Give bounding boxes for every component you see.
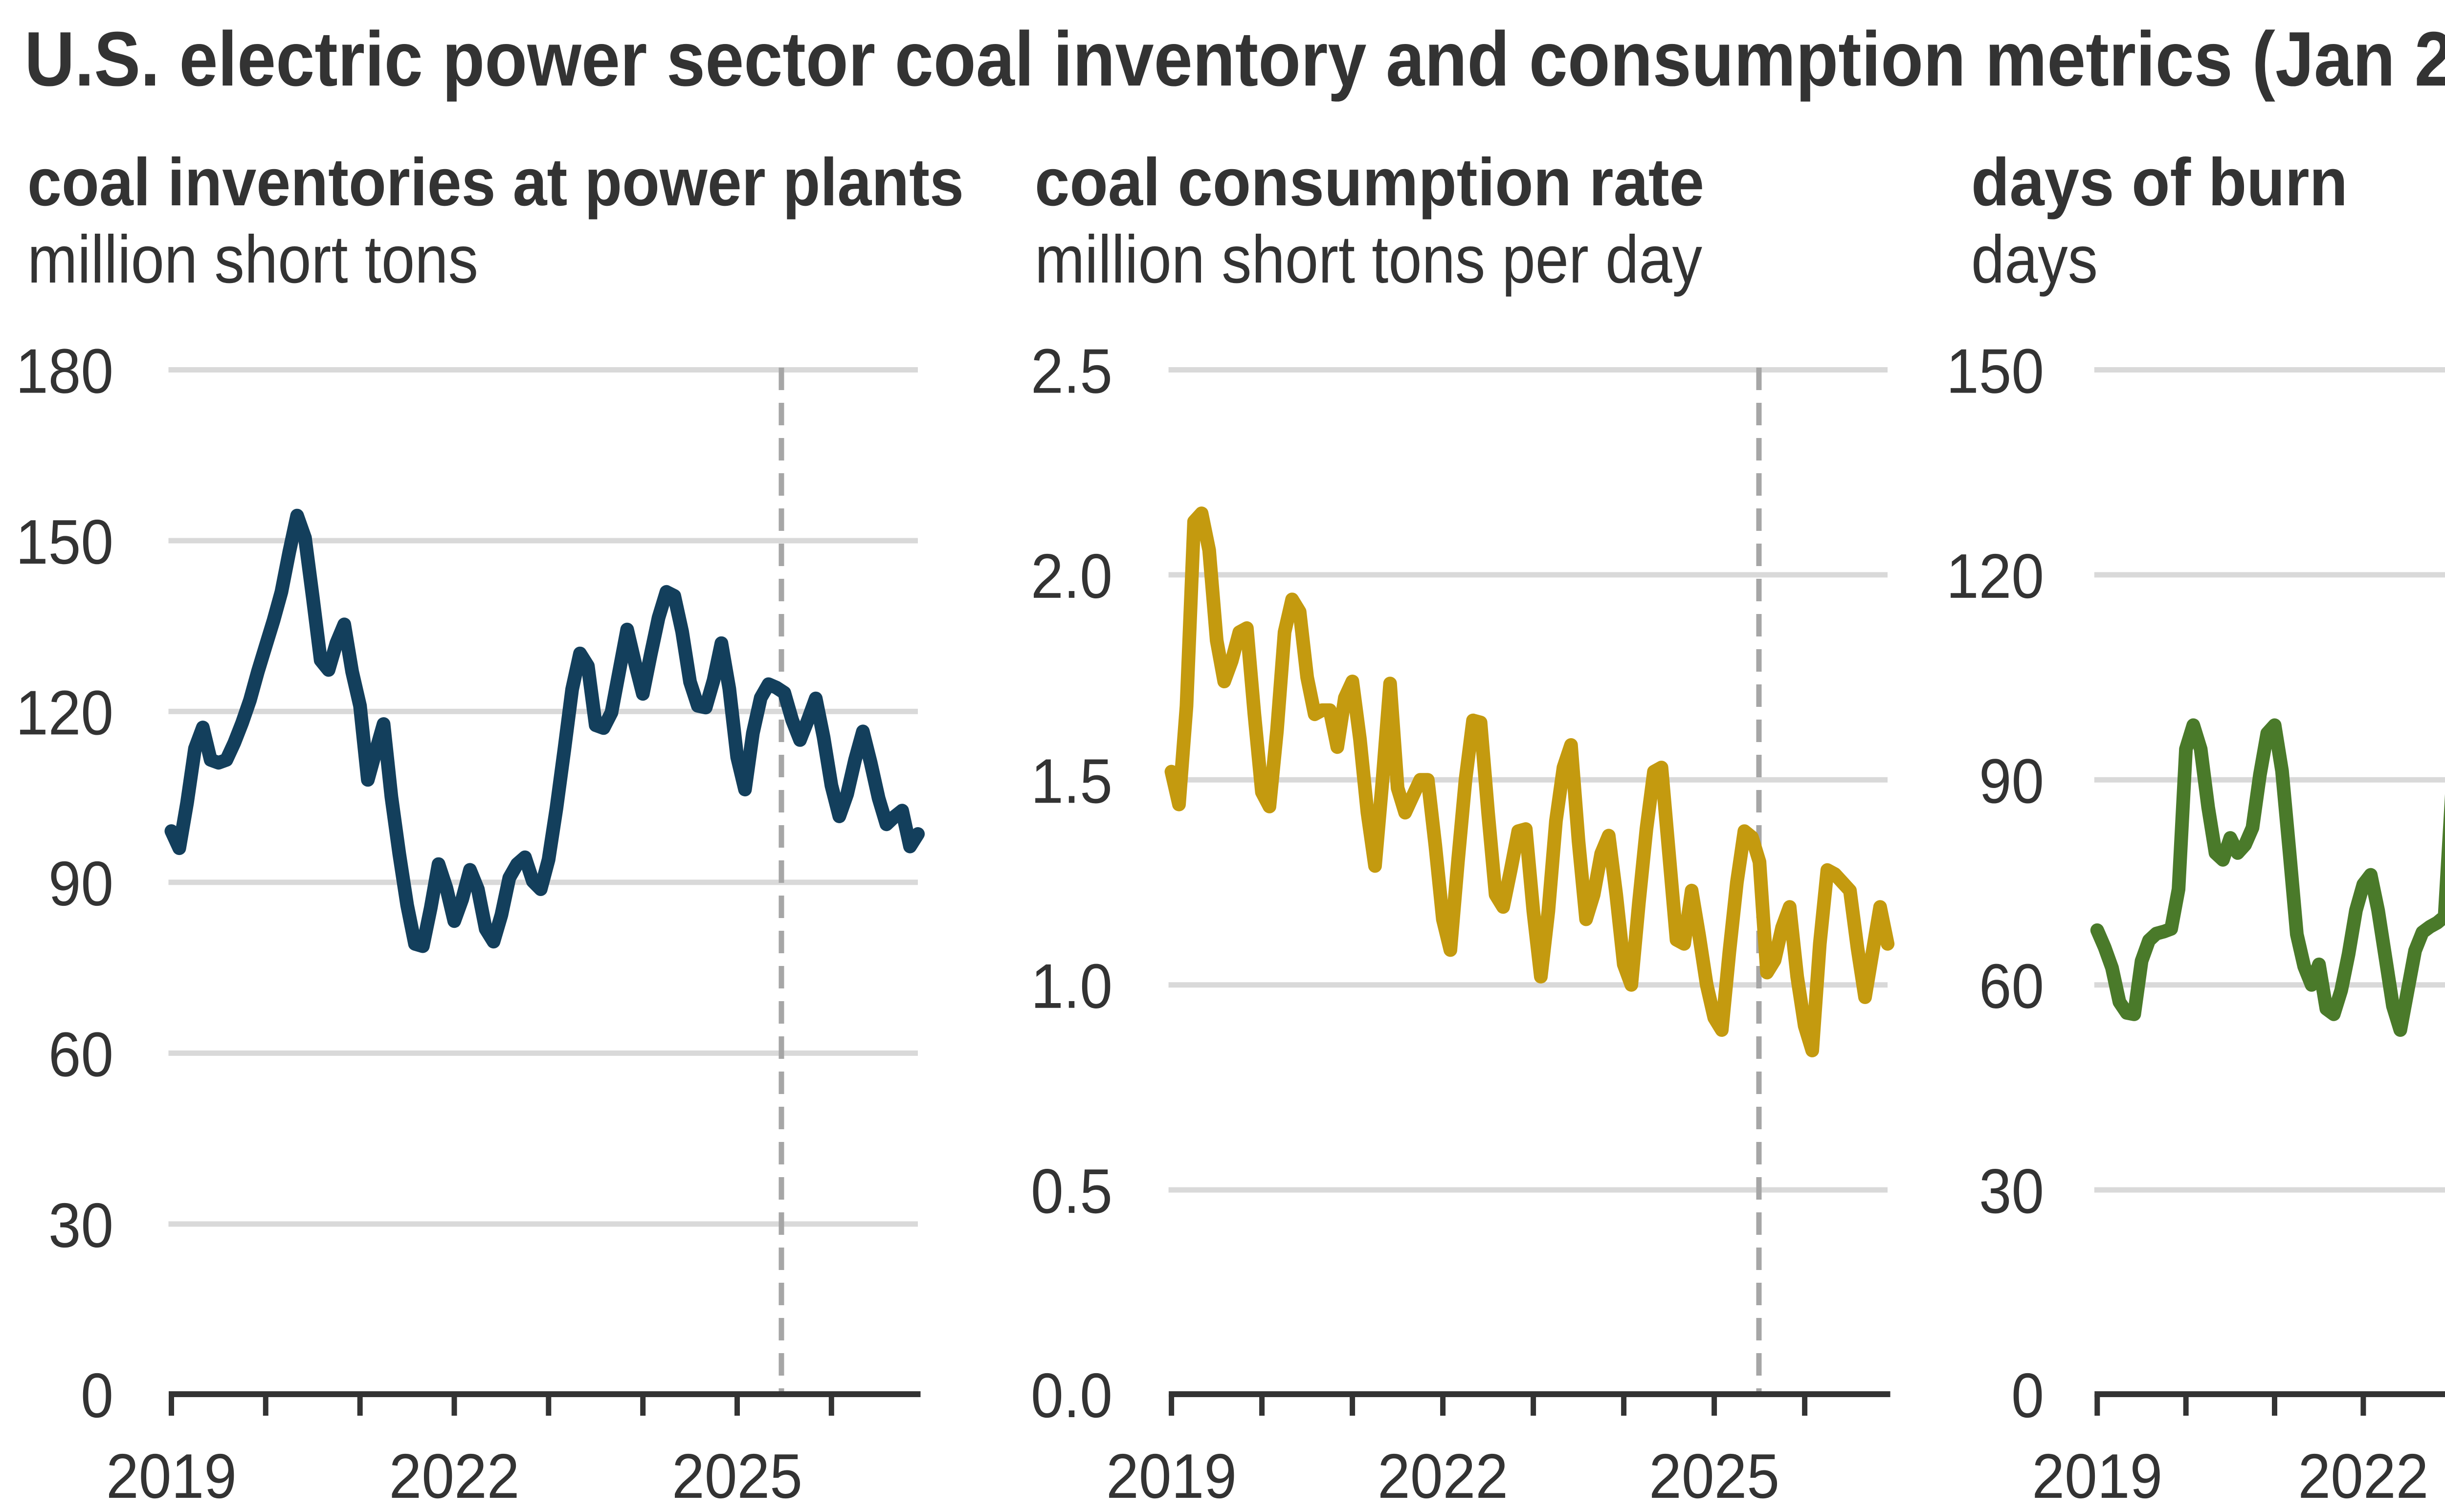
svg-text:60: 60	[48, 1019, 113, 1090]
svg-text:2.0: 2.0	[1031, 541, 1112, 612]
svg-text:2025: 2025	[1649, 1441, 1779, 1512]
svg-text:150: 150	[16, 507, 113, 577]
svg-text:days: days	[1971, 222, 2098, 297]
svg-text:90: 90	[48, 849, 113, 919]
svg-text:30: 30	[48, 1190, 113, 1261]
svg-text:2025: 2025	[672, 1441, 802, 1512]
svg-text:2022: 2022	[2298, 1441, 2428, 1512]
svg-text:0: 0	[81, 1360, 113, 1431]
svg-text:0: 0	[2011, 1360, 2044, 1431]
svg-text:1.0: 1.0	[1031, 951, 1112, 1022]
svg-text:60: 60	[1979, 951, 2044, 1022]
svg-text:1.5: 1.5	[1031, 746, 1112, 816]
svg-text:2019: 2019	[1106, 1441, 1237, 1512]
svg-text:30: 30	[1979, 1156, 2044, 1227]
svg-text:2019: 2019	[2032, 1441, 2162, 1512]
svg-text:million short tons: million short tons	[27, 222, 478, 297]
svg-text:2019: 2019	[106, 1441, 237, 1512]
svg-text:120: 120	[1946, 541, 2044, 612]
svg-text:U.S. electric power sector coa: U.S. electric power sector coal inventor…	[24, 16, 2445, 102]
svg-text:0.5: 0.5	[1031, 1156, 1112, 1227]
svg-text:150: 150	[1946, 336, 2044, 407]
svg-text:180: 180	[16, 336, 113, 407]
svg-text:coal inventories at power plan: coal inventories at power plants	[27, 145, 964, 220]
svg-text:2022: 2022	[1378, 1441, 1508, 1512]
svg-text:2022: 2022	[389, 1441, 520, 1512]
svg-text:0.0: 0.0	[1031, 1360, 1112, 1431]
svg-text:120: 120	[16, 678, 113, 748]
svg-text:million short tons per day: million short tons per day	[1035, 222, 1702, 297]
svg-text:2.5: 2.5	[1031, 336, 1112, 407]
svg-text:days of burn: days of burn	[1971, 145, 2348, 220]
svg-text:90: 90	[1979, 746, 2044, 816]
svg-text:coal consumption rate: coal consumption rate	[1035, 145, 1704, 220]
